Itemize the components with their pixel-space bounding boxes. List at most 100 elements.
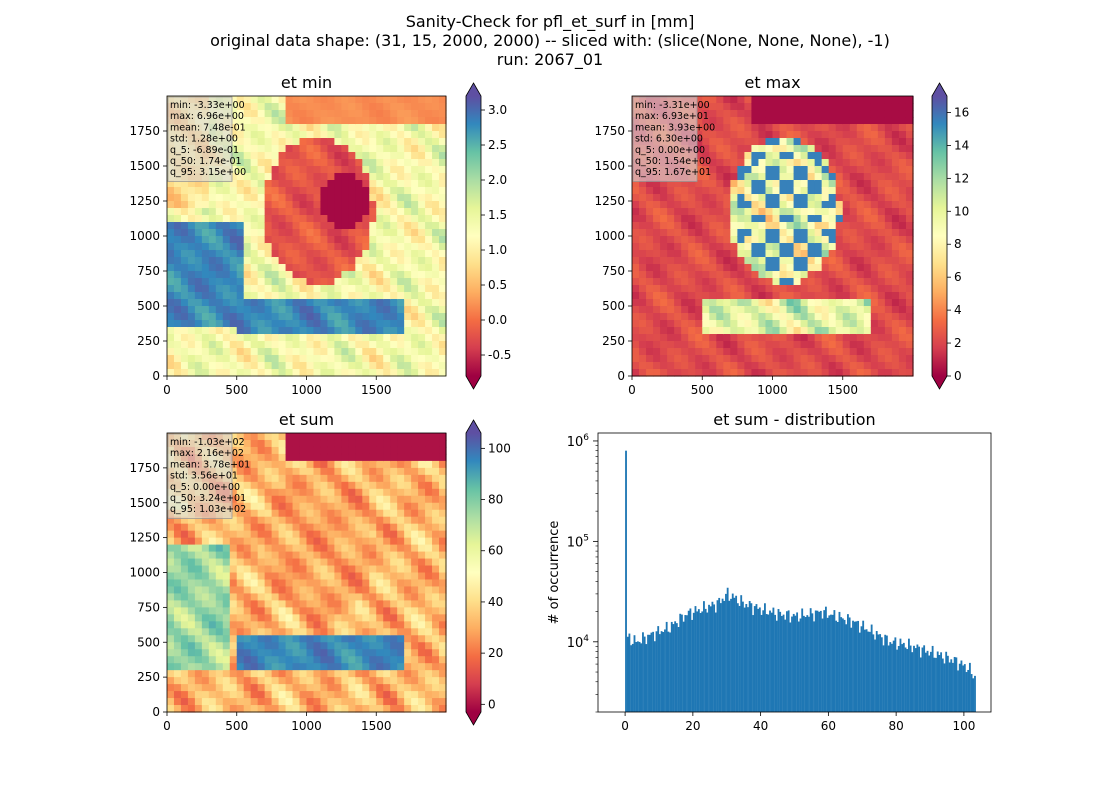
heatmap-cell xyxy=(758,208,767,216)
heatmap-cell xyxy=(856,208,865,216)
heatmap-cell xyxy=(786,292,795,300)
heatmap-cell xyxy=(758,271,767,279)
heatmap-cell xyxy=(877,320,886,328)
heatmap-cell xyxy=(215,586,224,595)
heatmap-cell xyxy=(285,208,294,216)
heatmap-cell xyxy=(425,481,433,490)
colorbar-extend-max xyxy=(932,83,947,96)
heatmap-cell xyxy=(779,138,788,146)
heatmap-cell xyxy=(751,131,760,139)
heatmap-cell xyxy=(264,433,273,441)
heatmap-cell xyxy=(229,474,238,483)
heatmap-cell xyxy=(849,236,858,244)
heatmap-cell xyxy=(383,313,391,321)
heatmap-cell xyxy=(639,292,647,300)
heatmap-cell xyxy=(369,362,377,370)
heatmap-cell xyxy=(264,103,273,111)
heatmap-cell xyxy=(201,348,210,356)
heatmap-cell xyxy=(348,656,356,664)
heatmap-cell xyxy=(639,271,647,279)
heatmap-cell xyxy=(278,670,287,678)
heatmap-cell xyxy=(814,159,823,167)
colorbar-extend-min xyxy=(466,712,481,725)
heatmap-cell xyxy=(236,117,245,125)
heatmap-cell xyxy=(369,124,377,132)
heatmap-cell xyxy=(439,481,447,490)
heatmap-cell xyxy=(250,334,259,342)
heatmap-cell xyxy=(285,628,294,636)
heatmap-cell xyxy=(313,320,322,328)
heatmap-cell xyxy=(250,222,259,230)
heatmap-cell xyxy=(772,166,781,174)
heatmap-cell xyxy=(299,117,308,125)
heatmap-cell xyxy=(688,299,696,307)
heatmap-cell xyxy=(758,264,767,272)
heatmap-cell xyxy=(313,208,322,216)
heatmap-cell xyxy=(334,586,342,595)
heatmap-cell xyxy=(362,530,370,539)
heatmap-cell xyxy=(236,488,245,497)
heatmap-cell xyxy=(786,110,795,118)
heatmap-cell xyxy=(292,110,301,118)
heatmap-cell xyxy=(383,593,391,601)
heatmap-cell xyxy=(173,656,182,664)
heatmap-cell xyxy=(793,362,802,370)
heatmap-cell xyxy=(905,187,914,195)
heatmap-cell xyxy=(639,313,647,321)
heatmap-cell xyxy=(306,460,315,469)
heatmap-cell xyxy=(376,684,384,692)
heatmap-cell xyxy=(229,670,238,678)
heatmap-cell xyxy=(898,124,907,132)
heatmap-cell xyxy=(257,635,266,643)
heatmap-cell xyxy=(863,152,872,160)
colorbar-tick-label: 60 xyxy=(488,544,503,558)
heatmap-cell xyxy=(299,628,308,636)
heatmap-cell xyxy=(835,145,844,153)
heatmap-cell xyxy=(376,635,384,643)
heatmap-cell xyxy=(884,243,893,251)
heatmap-cell xyxy=(411,201,419,209)
stats-line: std: 3.56e+01 xyxy=(170,471,238,482)
heatmap-cell xyxy=(194,194,203,202)
heatmap-cell xyxy=(702,159,710,167)
heatmap-cell xyxy=(674,320,682,328)
heatmap-cell xyxy=(653,278,661,286)
heatmap-cell xyxy=(327,110,335,118)
heatmap-cell xyxy=(278,166,287,174)
colorbar-gradient xyxy=(466,96,481,376)
heatmap-cell xyxy=(432,124,440,132)
heatmap-cell xyxy=(313,642,322,650)
heatmap-cell xyxy=(723,229,731,237)
heatmap-cell xyxy=(243,600,252,608)
heatmap-cell xyxy=(236,684,245,692)
heatmap-cell xyxy=(877,152,886,160)
heatmap-cell xyxy=(632,355,640,363)
heatmap-cell xyxy=(201,306,210,314)
heatmap-cell xyxy=(702,327,710,335)
heatmap-cell xyxy=(397,299,405,307)
heatmap-cell xyxy=(404,278,412,286)
heatmap-cell xyxy=(870,271,879,279)
heatmap-cell xyxy=(404,628,412,636)
heatmap-cell xyxy=(313,166,322,174)
heatmap-cell xyxy=(667,306,675,314)
colorbar-outline xyxy=(465,419,482,726)
heatmap-cell xyxy=(765,124,774,132)
heatmap-cell xyxy=(285,194,294,202)
heatmap-cell xyxy=(632,229,640,237)
heatmap-cell xyxy=(264,110,273,118)
heatmap-cell xyxy=(208,649,217,657)
heatmap-cell xyxy=(236,558,245,567)
heatmap-cell xyxy=(236,292,245,300)
heatmap-cell xyxy=(639,187,647,195)
heatmap-cell xyxy=(278,607,287,615)
heatmap-cell xyxy=(723,362,731,370)
heatmap-cell xyxy=(306,502,315,511)
heatmap-cell xyxy=(432,348,440,356)
heatmap-cell xyxy=(229,159,238,167)
heatmap-cell xyxy=(702,250,710,258)
heatmap-cell xyxy=(439,614,447,622)
heatmap-cell xyxy=(376,572,384,581)
heatmap-cell xyxy=(299,229,308,237)
heatmap-cell xyxy=(807,138,816,146)
